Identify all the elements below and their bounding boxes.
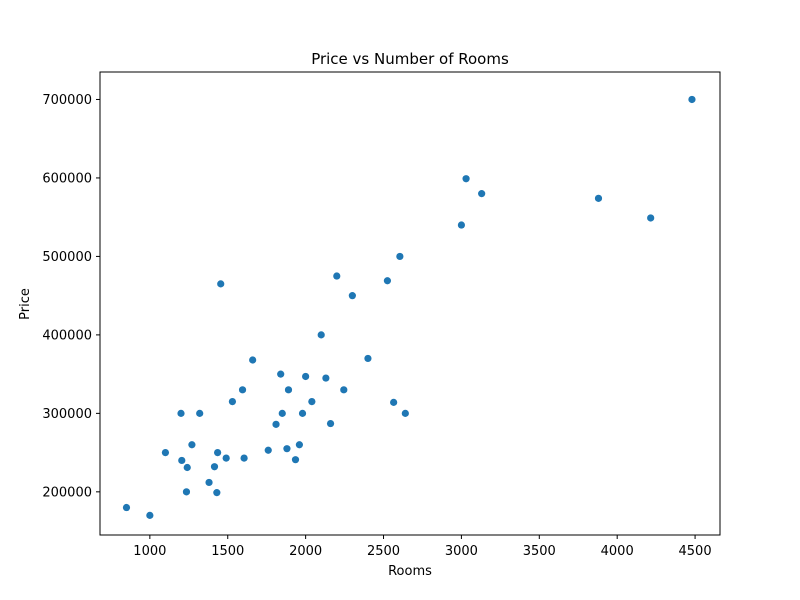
data-point	[196, 409, 204, 417]
data-point	[238, 386, 247, 394]
data-point	[302, 372, 310, 381]
y-tick-label: 400000	[42, 328, 92, 343]
data-point	[308, 397, 316, 406]
data-point	[326, 419, 335, 428]
data-point	[364, 354, 372, 363]
data-point	[333, 272, 341, 280]
data-point	[462, 175, 470, 183]
data-point	[183, 463, 191, 472]
data-point	[264, 446, 272, 454]
y-axis: 200000 300000 400000 500000 600000 700000	[42, 93, 100, 500]
data-point	[295, 441, 303, 449]
chart-title: Price vs Number of Rooms	[311, 50, 509, 68]
data-point	[188, 441, 196, 449]
data-point	[457, 221, 466, 229]
x-tick-label: 4000	[601, 544, 634, 559]
y-tick-label: 300000	[42, 407, 92, 422]
points-layer	[122, 95, 696, 519]
data-point	[688, 95, 696, 104]
x-tick-label: 2000	[289, 544, 322, 559]
data-point	[390, 398, 398, 406]
data-point	[284, 386, 293, 394]
data-point	[178, 456, 186, 465]
plot-frame	[99, 71, 721, 536]
x-tick-label: 1000	[133, 544, 166, 559]
data-point	[348, 292, 356, 300]
x-tick-label: 2500	[367, 544, 400, 559]
data-point	[317, 331, 325, 339]
data-point	[283, 445, 291, 453]
y-tick-label: 200000	[42, 485, 92, 500]
data-point	[594, 194, 603, 202]
data-point	[222, 454, 230, 462]
data-point	[249, 356, 257, 364]
data-point	[182, 488, 191, 496]
data-point	[278, 409, 286, 417]
data-point	[396, 252, 404, 261]
data-point	[478, 190, 486, 198]
x-tick-label: 3500	[523, 544, 556, 559]
data-point	[122, 503, 131, 512]
data-point	[210, 463, 219, 471]
data-point	[401, 409, 409, 417]
data-point	[298, 409, 307, 417]
data-point	[161, 449, 170, 457]
y-axis-label: Price	[18, 288, 33, 320]
data-point	[291, 456, 300, 464]
data-point	[146, 511, 154, 519]
data-point	[647, 214, 655, 222]
data-point	[205, 478, 213, 487]
data-point	[322, 374, 330, 382]
data-point	[228, 397, 237, 406]
data-point	[272, 420, 280, 428]
data-point	[277, 370, 285, 378]
data-point	[177, 409, 185, 417]
y-tick-label: 600000	[42, 171, 92, 186]
data-point	[217, 280, 225, 288]
x-tick-label: 1500	[211, 544, 244, 559]
data-point	[214, 449, 222, 457]
data-point	[340, 386, 348, 394]
x-tick-label: 4500	[679, 544, 712, 559]
data-point	[240, 454, 248, 462]
data-point	[213, 489, 221, 497]
y-tick-label: 500000	[42, 250, 92, 265]
x-tick-label: 3000	[445, 544, 478, 559]
x-axis-label: Rooms	[388, 564, 432, 579]
y-tick-label: 700000	[42, 93, 92, 108]
data-point	[383, 277, 392, 285]
x-axis: 1000 1500 2000 2500 3000 3500 4000 4500	[133, 535, 712, 559]
